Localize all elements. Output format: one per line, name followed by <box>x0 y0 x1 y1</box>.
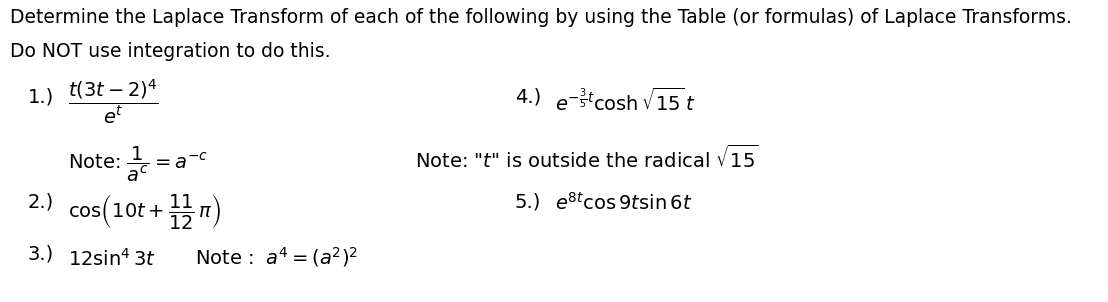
Text: 1.): 1.) <box>28 88 54 107</box>
Text: 5.): 5.) <box>515 192 542 211</box>
Text: 3.): 3.) <box>28 245 54 264</box>
Text: 4.): 4.) <box>515 88 541 107</box>
Text: $12\sin^{4}3t$: $12\sin^{4}3t$ <box>68 248 156 270</box>
Text: $e^{8t}\cos 9t\sin 6t$: $e^{8t}\cos 9t\sin 6t$ <box>555 192 692 214</box>
Text: $\dfrac{t(3t-2)^{4}}{e^{t}}$: $\dfrac{t(3t-2)^{4}}{e^{t}}$ <box>68 78 158 127</box>
Text: Determine the Laplace Transform of each of the following by using the Table (or : Determine the Laplace Transform of each … <box>10 8 1071 27</box>
Text: $\cos\!\left(10t + \dfrac{11}{12}\,\pi\right)$: $\cos\!\left(10t + \dfrac{11}{12}\,\pi\r… <box>68 192 220 231</box>
Text: $e^{-\frac{3}{5}t}\cosh\sqrt{15}\,t$: $e^{-\frac{3}{5}t}\cosh\sqrt{15}\,t$ <box>555 88 696 115</box>
Text: 2.): 2.) <box>28 192 54 211</box>
Text: Note: "$t$" is outside the radical $\sqrt{15}$: Note: "$t$" is outside the radical $\sqr… <box>416 145 759 172</box>
Text: Note : $\;a^{4} = \left(a^{2}\right)^{2}$: Note : $\;a^{4} = \left(a^{2}\right)^{2}… <box>195 245 358 269</box>
Text: Note: $\dfrac{1}{a^{c}} = a^{-c}$: Note: $\dfrac{1}{a^{c}} = a^{-c}$ <box>68 145 208 185</box>
Text: Do NOT use integration to do this.: Do NOT use integration to do this. <box>10 42 330 61</box>
